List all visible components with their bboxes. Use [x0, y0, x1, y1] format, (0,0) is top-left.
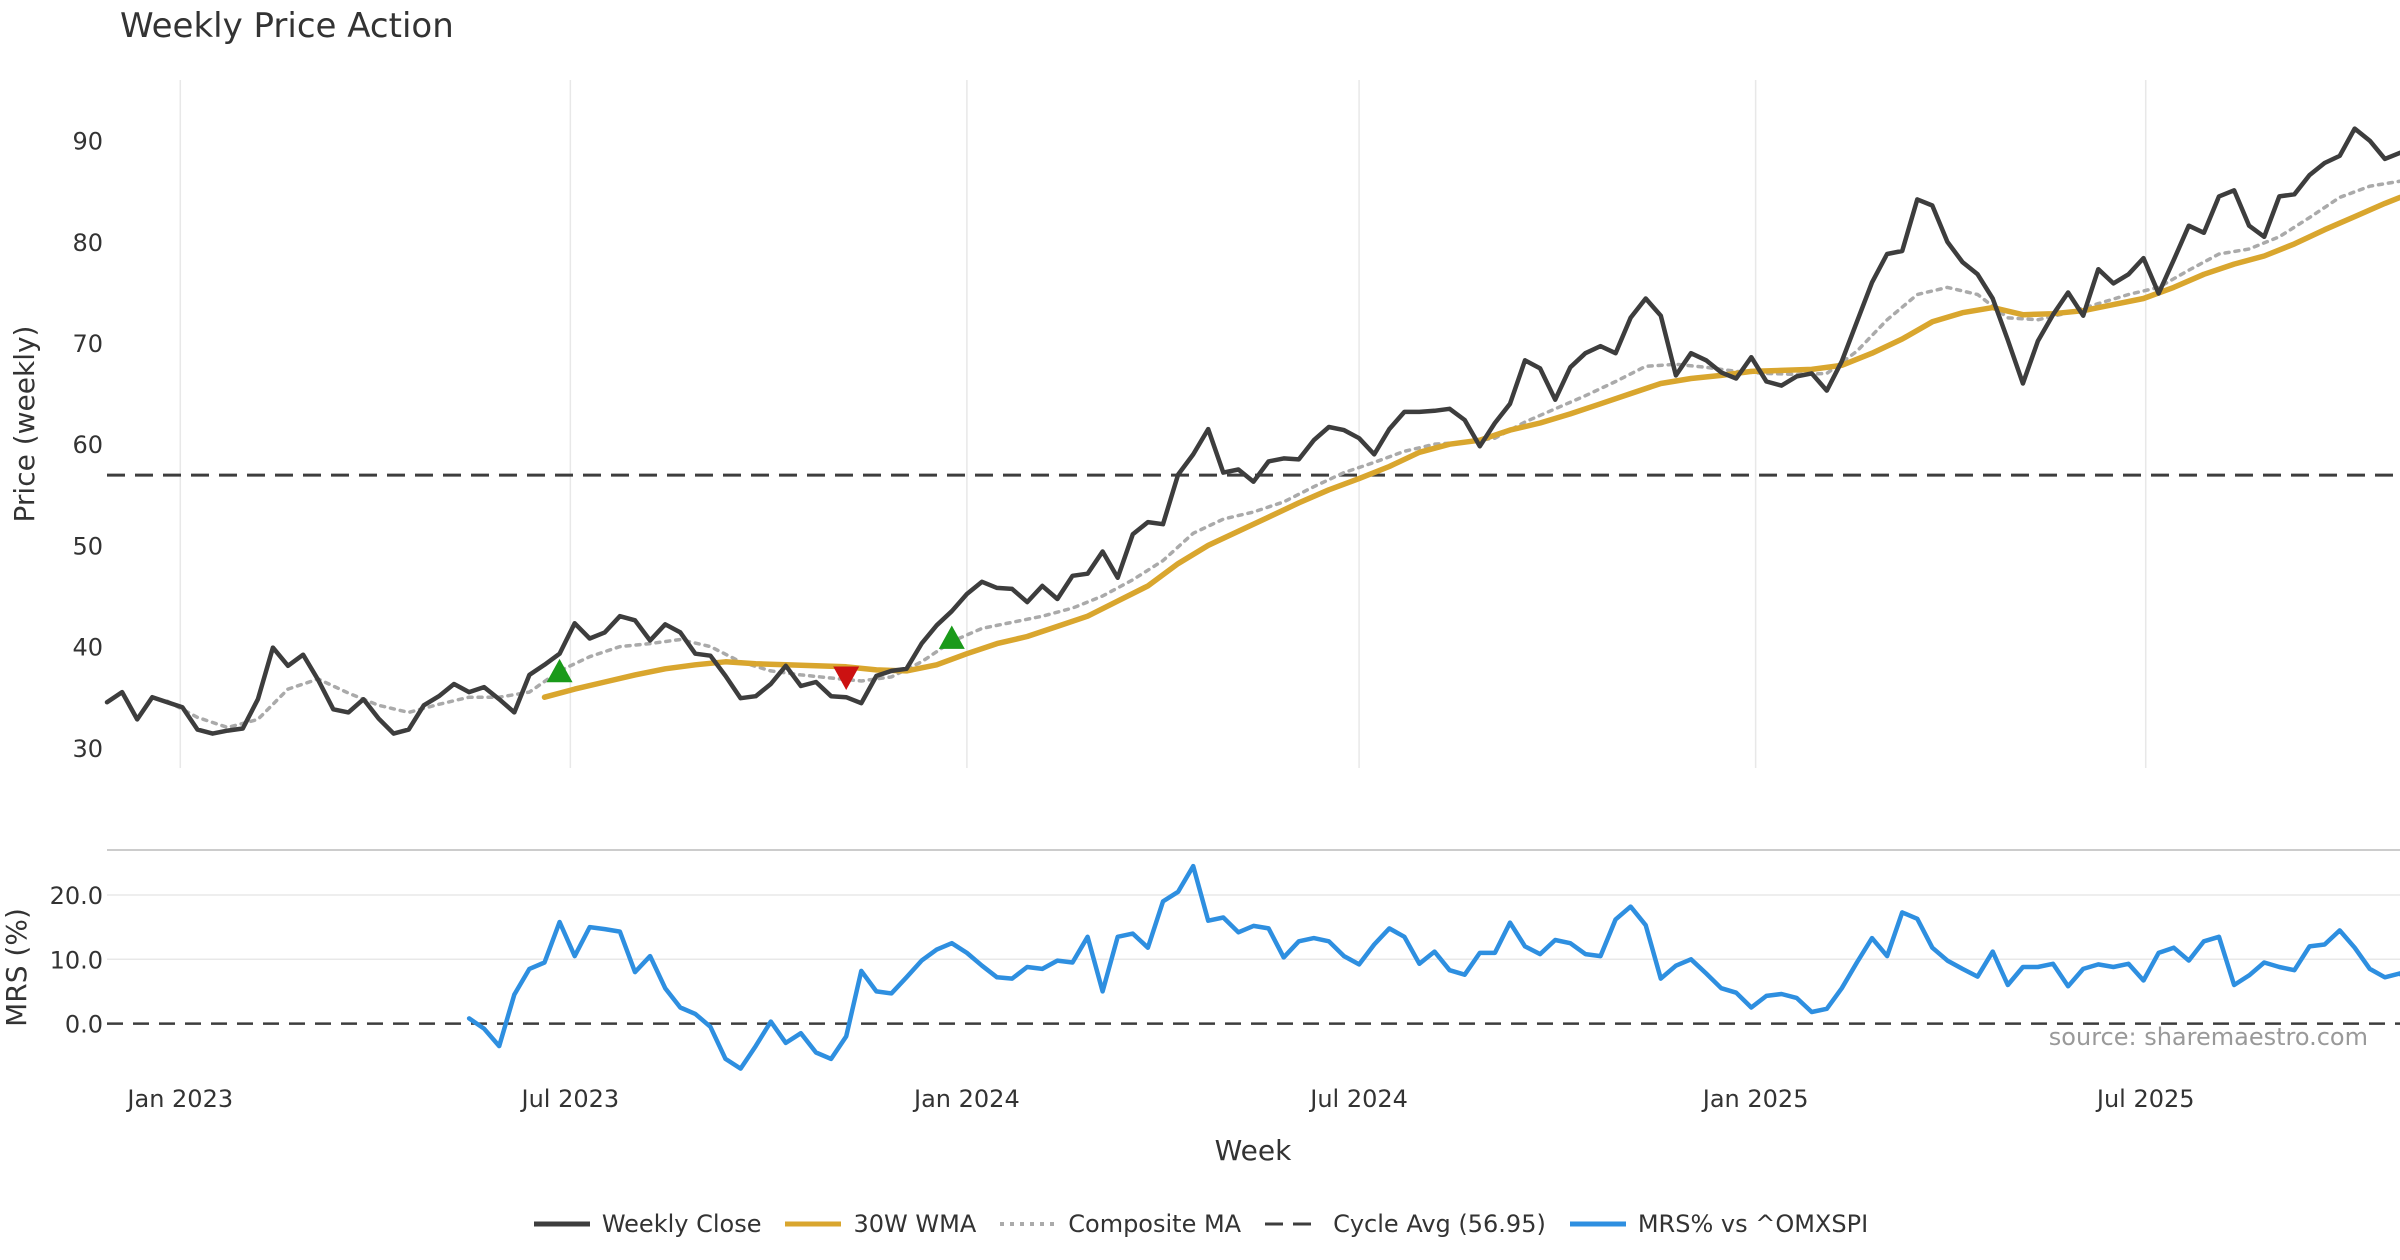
x-tick-label-2: Jan 2024 — [912, 1085, 1020, 1113]
legend-item-30w-wma: 30W WMA — [783, 1210, 976, 1238]
mrs-y-axis-label: MRS (%) — [0, 908, 33, 1027]
price-y-tick-0: 30 — [72, 735, 103, 763]
legend-swatch-cycle-avg — [1265, 1222, 1322, 1226]
x-tick-label-4: Jan 2025 — [1701, 1085, 1809, 1113]
legend: Weekly Close 30W WMA Composite MA Cycle … — [0, 1210, 2400, 1238]
series-30w-wma — [541, 194, 2400, 700]
price-y-tick-5: 80 — [72, 229, 103, 257]
mrs-y-tick-2: 20.0 — [50, 882, 103, 910]
legend-item-cycle-avg: Cycle Avg (56.95) — [1263, 1210, 1546, 1238]
price-y-tick-2: 50 — [72, 532, 103, 560]
legend-swatch-mrs — [1569, 1221, 1626, 1227]
legend-label-composite-ma: Composite MA — [1068, 1210, 1242, 1238]
series-weekly-close — [104, 126, 2400, 736]
price-y-tick-4: 70 — [72, 330, 103, 358]
legend-swatch-30w-wma — [785, 1221, 842, 1227]
price-y-tick-6: 90 — [72, 128, 103, 156]
legend-item-weekly-close: Weekly Close — [532, 1210, 762, 1238]
x-tick-label-3: Jul 2024 — [1308, 1085, 1408, 1113]
legend-label-mrs: MRS% vs ^OMXSPI — [1637, 1210, 1869, 1238]
source-credit: source: sharemaestro.com — [2049, 1023, 2368, 1051]
mrs-y-tick-0: 0.0 — [65, 1011, 103, 1039]
series-composite-ma — [165, 179, 2400, 730]
legend-item-mrs: MRS% vs ^OMXSPI — [1568, 1210, 1868, 1238]
buy-marker-2 — [938, 625, 965, 649]
legend-item-composite-ma: Composite MA — [998, 1210, 1241, 1238]
legend-label-weekly-close: Weekly Close — [601, 1210, 762, 1238]
x-tick-label-0: Jan 2023 — [125, 1085, 233, 1113]
buy-marker-0 — [546, 658, 573, 683]
x-tick-label-5: Jul 2025 — [2095, 1085, 2195, 1113]
price-y-tick-1: 40 — [72, 634, 103, 662]
legend-label-cycle-avg: Cycle Avg (56.95) — [1333, 1210, 1546, 1238]
sell-marker-1 — [833, 666, 860, 690]
chart-canvas: Jan 2023 Jul 2023 Jan 2024 Jul 2024 Jan 2025… — [0, 80, 2400, 1167]
price-y-tick-3: 60 — [72, 431, 103, 459]
price-y-axis-label: Price (weekly) — [8, 326, 41, 523]
legend-swatch-composite-ma — [1000, 1222, 1057, 1226]
legend-label-30w-wma: 30W WMA — [853, 1210, 977, 1238]
series-mrs — [466, 863, 2400, 1071]
mrs-y-tick-1: 10.0 — [50, 946, 103, 974]
legend-swatch-weekly-close — [533, 1221, 590, 1227]
chart-title: Weekly Price Action — [120, 6, 454, 46]
x-axis-label: Week — [1215, 1134, 1292, 1167]
x-tick-label-1: Jul 2023 — [520, 1085, 620, 1113]
